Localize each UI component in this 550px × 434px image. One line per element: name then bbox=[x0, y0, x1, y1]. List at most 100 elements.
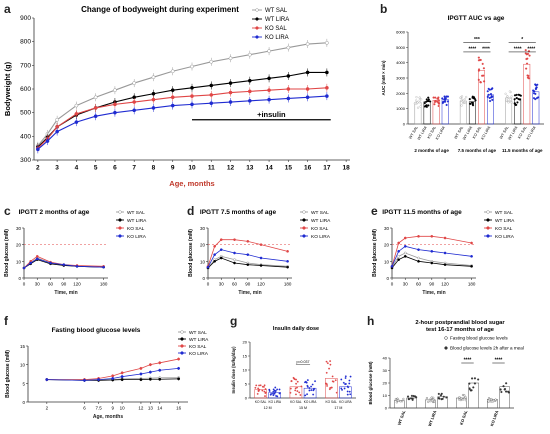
data-point bbox=[93, 114, 98, 119]
data-point bbox=[310, 389, 313, 391]
data-point bbox=[313, 387, 315, 390]
x-tick-label: 16 bbox=[176, 406, 182, 411]
x-tick-label: 0 bbox=[391, 282, 394, 287]
data-point bbox=[397, 249, 400, 253]
legend-marker bbox=[180, 337, 184, 341]
data-point bbox=[306, 384, 309, 387]
x-tick-label: KO LIRA bbox=[268, 400, 281, 404]
legend-marker bbox=[180, 330, 184, 334]
bar bbox=[459, 100, 467, 125]
data-point bbox=[55, 117, 59, 122]
data-point bbox=[261, 389, 264, 392]
data-point bbox=[49, 261, 52, 265]
chart-title: Change of bodyweight during experiment bbox=[81, 5, 239, 14]
data-point bbox=[490, 400, 493, 403]
data-point bbox=[431, 400, 435, 404]
x-tick-label: 30 bbox=[403, 282, 409, 287]
data-point bbox=[536, 83, 539, 86]
data-point bbox=[190, 102, 194, 107]
data-point bbox=[406, 395, 410, 398]
data-point bbox=[425, 100, 428, 103]
data-point bbox=[267, 88, 271, 93]
data-point bbox=[293, 377, 296, 380]
data-point bbox=[427, 104, 430, 107]
data-point bbox=[397, 254, 400, 258]
data-point bbox=[177, 366, 181, 370]
x-tick-label: 120 bbox=[73, 282, 81, 287]
data-point bbox=[490, 398, 493, 401]
x-tick-label: 30 bbox=[219, 282, 225, 287]
data-point bbox=[247, 89, 252, 94]
chart-title: Insulin daily dose bbox=[273, 326, 319, 332]
data-point bbox=[513, 98, 516, 101]
data-point bbox=[410, 394, 413, 397]
data-point bbox=[298, 391, 301, 394]
y-tick-label: 4000 bbox=[396, 60, 406, 65]
x-tick-label: 5 bbox=[94, 165, 98, 172]
chart-a-bodyweight: Change of bodyweight during experiment 30… bbox=[3, 5, 350, 188]
y-tick-label: 40 bbox=[383, 356, 388, 361]
bar bbox=[523, 63, 531, 125]
data-point bbox=[267, 76, 271, 81]
y-tick-label: 15 bbox=[20, 344, 26, 349]
panel-letter-a: a bbox=[4, 2, 11, 16]
data-point bbox=[509, 101, 512, 104]
data-point bbox=[233, 251, 236, 255]
x-tick-label: 16 bbox=[304, 165, 312, 172]
data-point bbox=[299, 394, 302, 396]
data-point bbox=[534, 83, 537, 86]
data-point bbox=[55, 129, 59, 134]
data-point bbox=[294, 389, 297, 392]
group-label: 7.5 months of age bbox=[458, 148, 497, 153]
data-point bbox=[305, 87, 310, 91]
data-point bbox=[472, 386, 475, 389]
data-point bbox=[479, 58, 482, 62]
panel-letter-e: e bbox=[371, 204, 378, 218]
data-point bbox=[331, 380, 334, 383]
data-point bbox=[427, 400, 430, 403]
chart-c-ipgtt-2m: IPGTT 2 months of age 0 10 20 30 0 30 60 90 120 18… bbox=[4, 209, 147, 296]
x-tick-label: 0 bbox=[23, 282, 26, 287]
data-point bbox=[257, 389, 260, 392]
data-point bbox=[289, 387, 292, 390]
data-point bbox=[233, 261, 236, 265]
legend-label: KO LIRA bbox=[127, 234, 147, 240]
data-point bbox=[470, 254, 473, 258]
x-tick-label: 7.5 bbox=[95, 406, 102, 411]
legend-marker bbox=[302, 218, 306, 222]
chart-title: IPGTT 7.5 months of age bbox=[200, 209, 277, 216]
data-point bbox=[286, 74, 291, 78]
data-point bbox=[267, 49, 271, 53]
data-point bbox=[132, 81, 137, 85]
x-axis-label: Age, months bbox=[169, 179, 214, 188]
data-point bbox=[505, 382, 508, 385]
data-point bbox=[325, 41, 329, 45]
data-point bbox=[346, 385, 349, 388]
legend-marker bbox=[444, 346, 448, 350]
y-tick-label: 20 bbox=[384, 243, 390, 248]
data-point bbox=[502, 385, 505, 388]
x-tick-label: 2 bbox=[46, 406, 49, 411]
data-point bbox=[256, 392, 259, 395]
data-point bbox=[499, 388, 502, 391]
data-point bbox=[491, 98, 494, 101]
y-axis-label: AUC (mM × min) bbox=[381, 60, 386, 95]
legend-label: KO SAL bbox=[127, 226, 145, 232]
data-point bbox=[437, 392, 440, 395]
data-point bbox=[340, 387, 343, 390]
bar bbox=[325, 378, 338, 399]
data-point bbox=[306, 393, 308, 396]
y-tick-label: 20 bbox=[16, 243, 22, 248]
legend-marker bbox=[486, 210, 490, 214]
data-point bbox=[510, 95, 513, 98]
data-point bbox=[394, 398, 397, 401]
data-point bbox=[439, 394, 442, 397]
y-axis-label: Blood glucose (mM) bbox=[188, 229, 194, 277]
y-tick-label: 0 bbox=[385, 406, 388, 411]
x-tick-label: 4 bbox=[75, 165, 79, 172]
legend-marker bbox=[255, 8, 259, 12]
data-point bbox=[464, 396, 467, 399]
x-tick-label: 60 bbox=[416, 282, 422, 287]
legend-marker bbox=[118, 210, 122, 214]
data-point bbox=[209, 59, 214, 64]
